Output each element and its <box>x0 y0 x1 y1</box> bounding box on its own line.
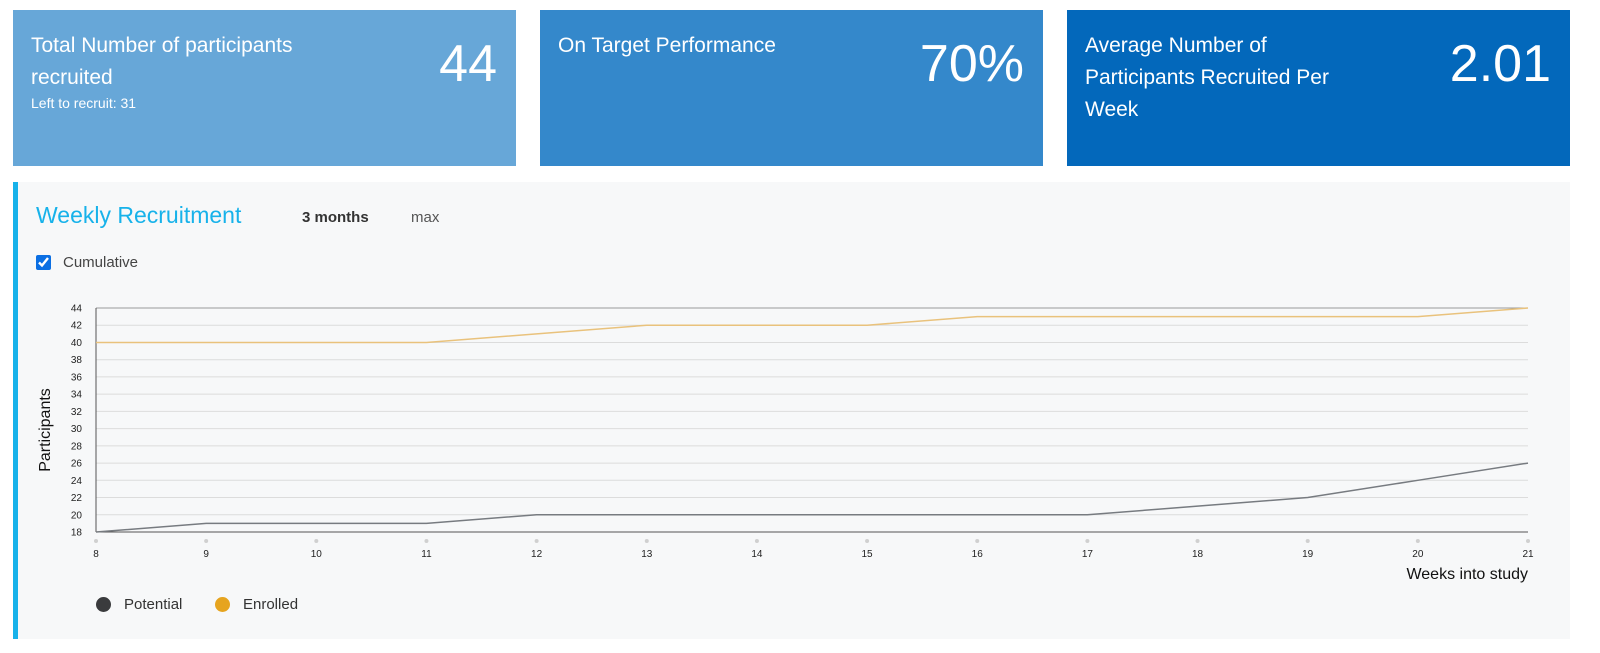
x-tick-dot <box>1085 539 1090 543</box>
y-axis-label: Participants <box>37 388 54 472</box>
x-tick-dot <box>865 539 870 543</box>
x-tick-label: 21 <box>1522 549 1534 560</box>
x-tick-dot <box>534 539 539 543</box>
legend-dot-potential <box>96 597 111 612</box>
x-tick-label: 17 <box>1082 549 1094 560</box>
x-tick-label: 11 <box>421 549 432 560</box>
range-max[interactable]: max <box>411 209 440 226</box>
x-tick-label: 20 <box>1412 549 1424 560</box>
stat-card-average-per-week: Average Number of Participants Recruited… <box>1067 10 1570 166</box>
x-tick-dot <box>94 539 98 543</box>
weekly-recruitment-panel: 18 20 22 24 26 28 30 32 34 36 38 40 42 44 8 9 10 11 12 13 14… <box>13 182 1570 639</box>
stat-value: 44 <box>439 35 497 93</box>
cumulative-toggle[interactable]: Cumulative <box>36 254 138 271</box>
y-tick-label: 40 <box>71 338 83 349</box>
x-tick-label: 19 <box>1302 549 1314 560</box>
cumulative-checkbox[interactable] <box>36 255 51 270</box>
x-tick-dot <box>314 539 319 543</box>
stat-value: 2.01 <box>1449 35 1551 93</box>
y-tick-label: 34 <box>71 390 83 401</box>
y-tick-label: 24 <box>71 476 83 487</box>
x-tick-label: 13 <box>641 549 653 560</box>
y-tick-label: 20 <box>71 510 83 521</box>
x-tick-label: 18 <box>1192 549 1204 560</box>
x-tick-dot <box>975 539 980 543</box>
y-tick-label: 38 <box>71 355 83 366</box>
x-tick-label: 15 <box>862 549 874 560</box>
recruitment-chart: 18 20 22 24 26 28 30 32 34 36 38 40 42 44 8 9 10 11 12 13 14… <box>37 304 1534 584</box>
y-tick-label: 44 <box>71 304 83 315</box>
stat-card-total-recruited: Total Number of participants recruited L… <box>13 10 516 166</box>
x-tick-label: 16 <box>972 549 984 560</box>
x-tick-dot <box>644 539 649 543</box>
y-tick-label: 18 <box>71 528 83 539</box>
cumulative-label: Cumulative <box>63 254 139 271</box>
legend-label: Potential <box>124 596 183 613</box>
x-axis-label: Weeks into study <box>1406 566 1528 583</box>
legend-label: Enrolled <box>243 596 299 613</box>
x-tick-dot <box>1305 539 1310 543</box>
panel-title: Weekly Recruitment <box>36 202 242 228</box>
y-tick-label: 28 <box>71 441 83 452</box>
stat-value: 70% <box>919 35 1024 93</box>
x-tick-dot <box>754 539 759 543</box>
x-tick-dot <box>1415 539 1420 543</box>
y-tick-label: 36 <box>71 372 83 383</box>
x-tick-dot <box>204 539 209 543</box>
legend-dot-enrolled <box>215 597 230 612</box>
y-tick-label: 30 <box>71 424 83 435</box>
stat-card-on-target: On Target Performance 70% <box>540 10 1043 166</box>
series-line-potential <box>95 462 1529 533</box>
legend-item-potential[interactable]: Potential <box>96 596 182 613</box>
y-tick-label: 42 <box>71 321 83 332</box>
x-tick-dot <box>1526 539 1530 543</box>
x-tick-label: 14 <box>751 549 763 560</box>
legend-item-enrolled[interactable]: Enrolled <box>215 596 298 613</box>
stat-label: Total Number of participants recruited <box>31 34 293 89</box>
left-to-recruit: Left to recruit: 31 <box>31 95 137 111</box>
y-tick-label: 32 <box>71 407 83 418</box>
range-3-months[interactable]: 3 months <box>302 209 369 226</box>
x-tick-label: 10 <box>311 549 323 560</box>
x-tick-dot <box>424 539 429 543</box>
series-line-enrolled <box>96 307 1529 344</box>
x-tick-label: 9 <box>203 549 209 560</box>
y-tick-label: 22 <box>71 493 83 504</box>
x-tick-dot <box>1195 539 1200 543</box>
x-tick-label: 8 <box>93 549 99 560</box>
y-tick-label: 26 <box>71 459 83 470</box>
x-tick-label: 12 <box>531 549 543 560</box>
stat-label: On Target Performance <box>558 34 776 57</box>
stat-label: Average Number of Participants Recruited… <box>1085 34 1329 121</box>
